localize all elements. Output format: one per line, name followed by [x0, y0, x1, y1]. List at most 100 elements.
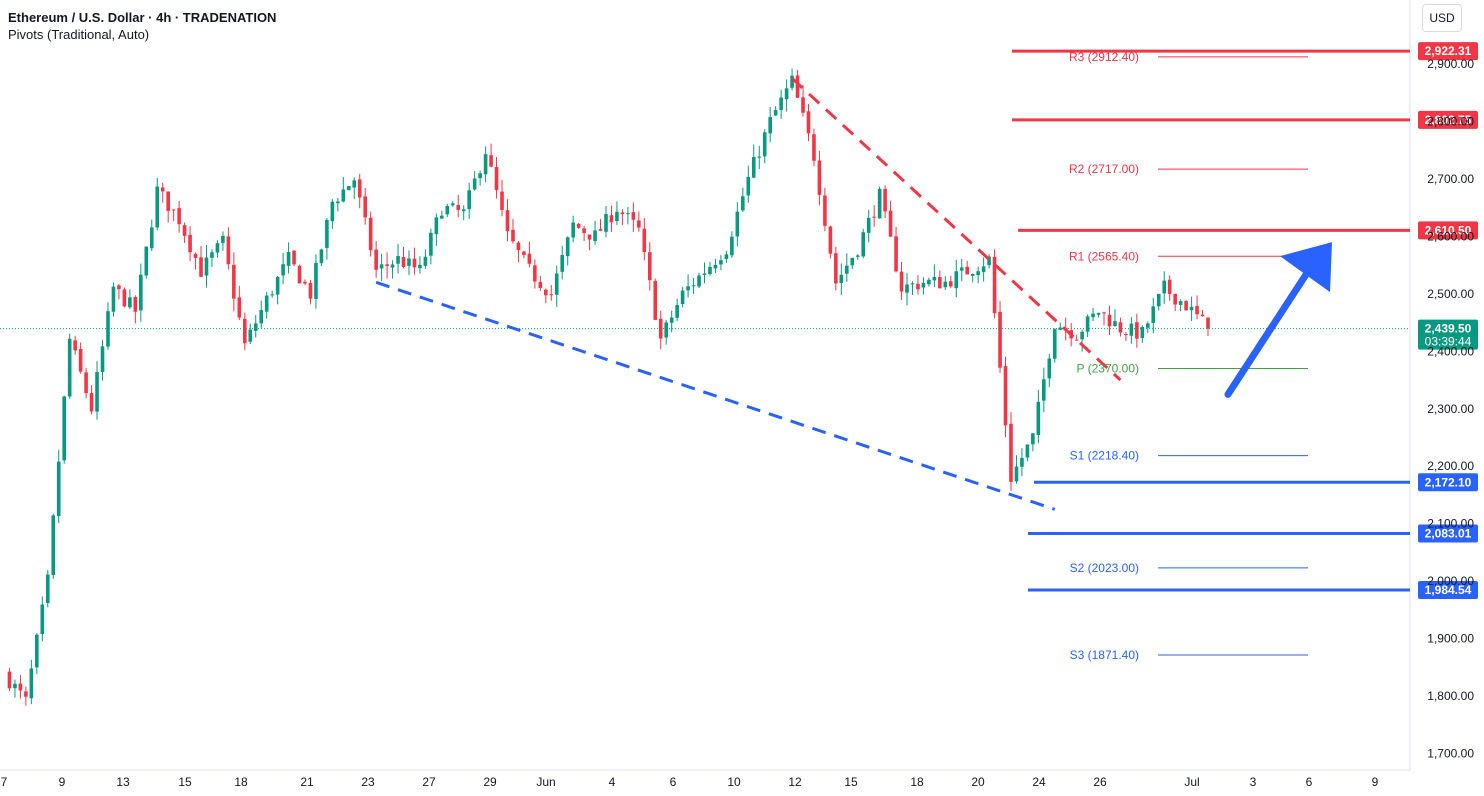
candle-body — [806, 111, 811, 134]
candle-body — [1140, 327, 1145, 338]
level-price-tag — [1418, 524, 1478, 543]
candle-body — [1135, 322, 1139, 339]
candle-countdown-label: 03:39:44 — [1425, 335, 1472, 349]
currency-button[interactable]: USD — [1422, 4, 1462, 32]
candle-body — [440, 215, 444, 219]
candle-body — [724, 254, 729, 260]
candle-body — [494, 167, 499, 191]
indicator-label: Pivots (Traditional, Auto) — [8, 27, 150, 42]
time-tick-label: 15 — [844, 775, 858, 789]
candle-body — [314, 262, 318, 299]
time-tick-label: 6 — [1306, 775, 1313, 789]
candle-body — [992, 256, 997, 314]
candle-body — [790, 75, 794, 88]
candle-body — [106, 311, 110, 347]
candle-body — [270, 294, 274, 296]
candle-body — [713, 264, 718, 269]
candle-body — [29, 668, 34, 699]
candle-body — [368, 217, 373, 251]
candle-body — [921, 282, 926, 288]
candle-body — [883, 188, 887, 212]
candle-body — [472, 178, 477, 190]
candle-body — [647, 252, 652, 281]
candle-body — [412, 258, 417, 268]
candle-body — [587, 234, 592, 240]
candle-body — [719, 260, 723, 265]
candle-body — [533, 265, 537, 282]
candle-body — [845, 265, 849, 274]
candle-body — [297, 265, 302, 284]
horizontal-levels: 2,922.31 2,802.75 2,610.50 2,172.10 2,083.01… — [1012, 42, 1478, 600]
candle-body — [571, 222, 575, 238]
candle-body — [1047, 358, 1052, 379]
candle-body — [1031, 433, 1035, 445]
candle-body — [357, 179, 362, 198]
chart-header: Ethereum / U.S. Dollar · 4h · TRADENATIO… — [8, 9, 276, 43]
candle-body — [1025, 444, 1030, 458]
pivot-label: P (2370.00) — [1077, 362, 1140, 376]
candle-body — [483, 154, 488, 175]
time-tick-label: 26 — [1093, 775, 1107, 789]
candle-body — [615, 211, 619, 222]
candle-body — [642, 228, 647, 253]
trendlines — [375, 77, 1122, 511]
time-tick-label: 6 — [670, 775, 677, 789]
level-price-tag — [1418, 221, 1478, 240]
candle-body — [330, 201, 335, 222]
candle-body — [916, 283, 920, 290]
candle-body — [932, 276, 937, 281]
time-tick-label: 27 — [422, 775, 436, 789]
candle-body — [834, 253, 838, 284]
chart-title: Ethereum / U.S. Dollar · 4h · TRADENATIO… — [8, 10, 277, 25]
candle-body — [773, 110, 778, 116]
price-tick-label: 2,100.00 — [1427, 517, 1474, 531]
candle-body — [199, 257, 203, 277]
time-tick-label: 9 — [1372, 775, 1379, 789]
arrow-head — [1280, 242, 1332, 293]
price-tick-label: 2,900.00 — [1427, 57, 1474, 71]
level-price-label: 2,172.10 — [1425, 475, 1472, 489]
candle-body — [565, 237, 570, 257]
price-axis: 1,700.00 1,800.00 1,900.00 2,000.00 2,100.00… — [1427, 57, 1474, 761]
candle-body — [669, 317, 674, 323]
candle-body — [467, 190, 471, 210]
candle-body — [429, 232, 433, 256]
candle-body — [505, 210, 510, 232]
candle-body — [423, 256, 428, 266]
candle-body — [1189, 306, 1194, 311]
price-tick-label: 2,500.00 — [1427, 287, 1474, 301]
candle-body — [160, 187, 165, 192]
candle-body — [117, 285, 121, 290]
candle-body — [609, 215, 614, 223]
candle-body — [976, 271, 980, 276]
candle-body — [905, 284, 909, 293]
candle-body — [795, 75, 800, 98]
candle-body — [1129, 323, 1134, 336]
pivot-label: R3 (2912.40) — [1069, 50, 1139, 64]
candle-body — [604, 214, 608, 232]
level-price-label: 2,922.31 — [1425, 44, 1472, 58]
level-price-tag — [1418, 473, 1478, 492]
candle-body — [598, 229, 603, 231]
time-tick-label: Jul — [1184, 775, 1199, 789]
projection-arrow — [1224, 242, 1332, 398]
candle-body — [730, 236, 734, 256]
candle-body — [461, 209, 466, 212]
candle-body — [171, 209, 176, 211]
candle-body — [762, 132, 767, 157]
candle-body — [746, 176, 751, 196]
candle-body — [866, 217, 871, 233]
candle-body — [62, 396, 66, 461]
candle-body — [1184, 301, 1188, 311]
candle-body — [511, 229, 515, 242]
candle-body — [965, 266, 969, 275]
candle-body — [445, 205, 450, 215]
candle-body — [352, 180, 357, 188]
candle-body — [1014, 466, 1019, 482]
candle-body — [232, 264, 236, 299]
candle-body — [784, 88, 789, 100]
candle-body — [111, 286, 116, 312]
candle-body — [40, 604, 45, 635]
candle-body — [243, 318, 247, 344]
